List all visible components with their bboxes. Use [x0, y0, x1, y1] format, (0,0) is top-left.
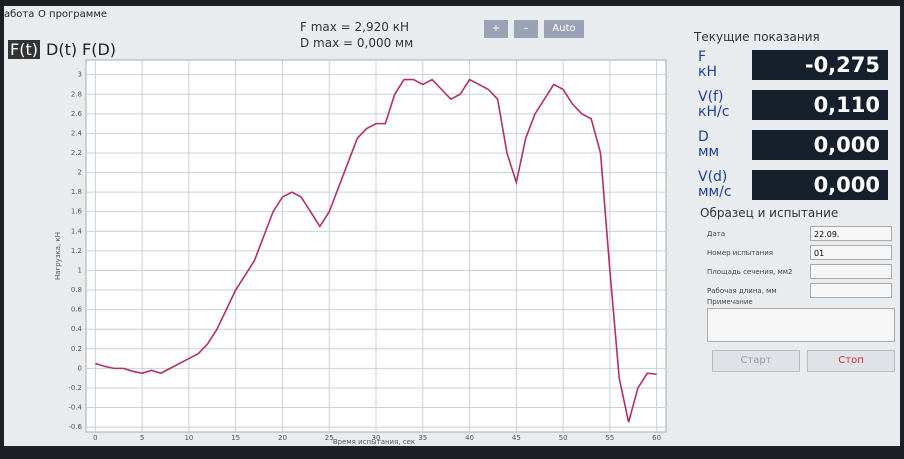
x-tick-label: 60	[652, 434, 661, 442]
y-tick-label: 1.4	[71, 227, 83, 235]
dmax: D max = 0,000 мм	[300, 36, 413, 50]
y-tick-label: 2.4	[71, 129, 83, 137]
y-tick-label: -0.4	[68, 404, 82, 412]
x-tick-label: 40	[465, 434, 474, 442]
note-field[interactable]	[707, 308, 895, 342]
field-label: Площадь сечения, мм2	[707, 268, 793, 276]
x-tick-label: 5	[140, 434, 144, 442]
y-tick-label: 1.2	[71, 247, 82, 255]
reading-name: D	[698, 130, 709, 145]
y-tick-label: 3	[78, 71, 82, 79]
stop-button[interactable]: Стоп	[807, 350, 895, 372]
readings-title: Текущие показания	[694, 30, 820, 44]
menu-item[interactable]: абота	[4, 9, 34, 20]
zoom-button[interactable]: –	[514, 20, 538, 38]
reading-unit: кН/с	[698, 105, 729, 120]
reading-value: 0,110	[752, 90, 888, 120]
field-value[interactable]: 01	[810, 245, 892, 260]
field-label: Дата	[707, 230, 725, 238]
y-tick-label: 1.8	[71, 188, 82, 196]
sample-title: Образец и испытание	[700, 206, 838, 220]
note-label: Примечание	[707, 298, 753, 306]
reading-unit: мм/с	[698, 185, 732, 200]
zoom-button[interactable]: Auto	[544, 20, 584, 38]
x-tick-label: 35	[418, 434, 427, 442]
y-tick-label: 2.8	[71, 90, 82, 98]
field-value[interactable]: 22.09.	[810, 226, 892, 241]
x-tick-label: 25	[325, 434, 334, 442]
field-label: Рабочая длина, мм	[707, 287, 777, 295]
reading-value: 0,000	[752, 170, 888, 200]
reading-name: V(d)	[698, 170, 727, 185]
menu-item[interactable]: О программе	[38, 9, 107, 20]
y-tick-label: 0.6	[71, 306, 83, 314]
reading-value: 0,000	[752, 130, 888, 160]
field-value[interactable]	[810, 264, 892, 279]
x-tick-label: 55	[605, 434, 614, 442]
y-tick-label: 0.2	[71, 345, 82, 353]
y-tick-label: 0	[78, 364, 82, 372]
y-tick-label: 2.2	[71, 149, 82, 157]
y-tick-label: -0.6	[68, 423, 82, 431]
y-tick-label: 0.4	[71, 325, 83, 333]
y-axis-label: Нагрузка, кН	[54, 232, 62, 280]
field-value[interactable]	[810, 283, 892, 298]
fmax: F max = 2,920 кН	[300, 20, 409, 34]
y-tick-label: 1	[78, 266, 82, 274]
y-tick-label: 2.6	[71, 110, 83, 118]
chart: Время испытания, сек Нагрузка, кН -0.6-0…	[4, 56, 684, 446]
x-tick-label: 0	[93, 434, 97, 442]
x-tick-label: 30	[372, 434, 381, 442]
reading-name: V(f)	[698, 90, 723, 105]
x-tick-label: 10	[184, 434, 193, 442]
x-tick-label: 50	[559, 434, 568, 442]
reading-name: F	[698, 50, 706, 65]
y-tick-label: 0.8	[71, 286, 82, 294]
x-tick-label: 15	[231, 434, 240, 442]
x-tick-label: 20	[278, 434, 287, 442]
zoom-button[interactable]: +	[484, 20, 508, 38]
window: абота О программе F(t) D(t) F(D) F max =…	[4, 6, 900, 446]
x-tick-label: 45	[512, 434, 521, 442]
reading-unit: кН	[698, 65, 717, 80]
start-button[interactable]: Старт	[712, 350, 800, 372]
y-tick-label: 2	[78, 169, 82, 177]
y-tick-label: 1.6	[71, 208, 83, 216]
reading-unit: мм	[698, 145, 719, 160]
field-label: Номер испытания	[707, 249, 773, 257]
y-tick-label: -0.2	[68, 384, 82, 392]
reading-value: -0,275	[752, 50, 888, 80]
